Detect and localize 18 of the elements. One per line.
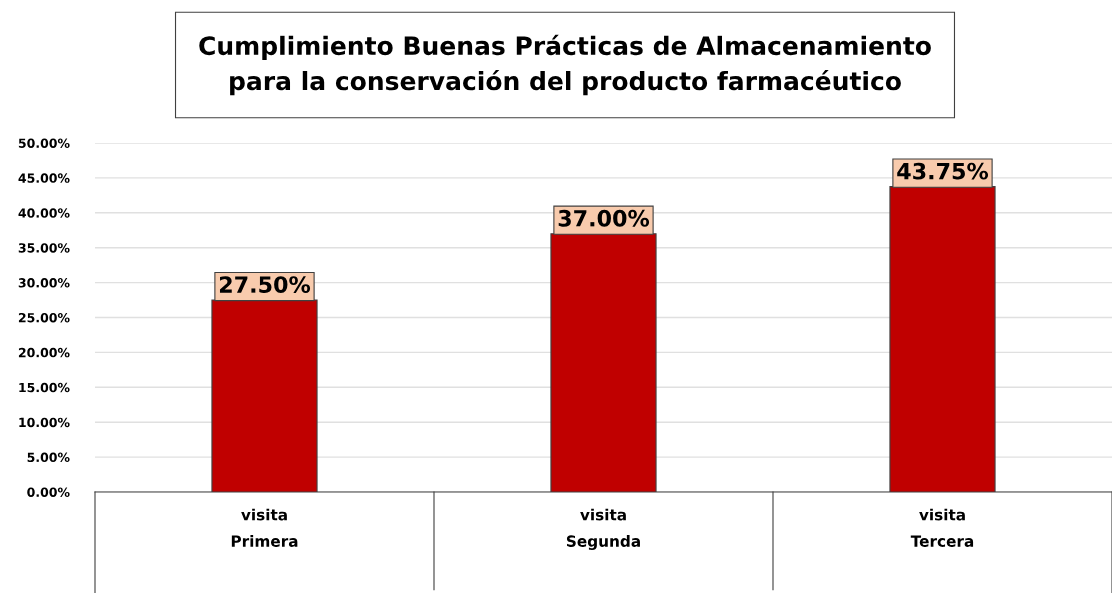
x-tick-label: visita Primera (231, 508, 298, 547)
y-tick-label: 20.00% (18, 347, 70, 358)
data-label: 43.75% (897, 162, 989, 180)
y-tick-label: 5.00% (27, 452, 70, 463)
data-label: 27.50% (219, 276, 311, 293)
y-tick-label: 15.00% (19, 382, 70, 393)
y-tick-label: 45.00% (18, 173, 70, 183)
data-label: 37.00% (558, 209, 650, 227)
y-tick-label: 10.00% (19, 417, 70, 428)
y-tick-label: 25.00% (18, 312, 70, 323)
y-tick-label: 30.00% (18, 278, 70, 288)
x-tick-label: visita Segunda (566, 508, 640, 550)
chart-title: Cumplimiento Buenas Prácticas de Almacenamiento para la conservación del producto farmacéutico (199, 34, 931, 96)
y-tick-label: 40.00% (18, 208, 70, 218)
y-tick-label: 35.00% (18, 243, 70, 253)
y-tick-label: 50.00% (18, 138, 70, 148)
x-tick-label: visita Tercera (910, 508, 974, 547)
y-tick-label: 0.00% (27, 487, 70, 497)
